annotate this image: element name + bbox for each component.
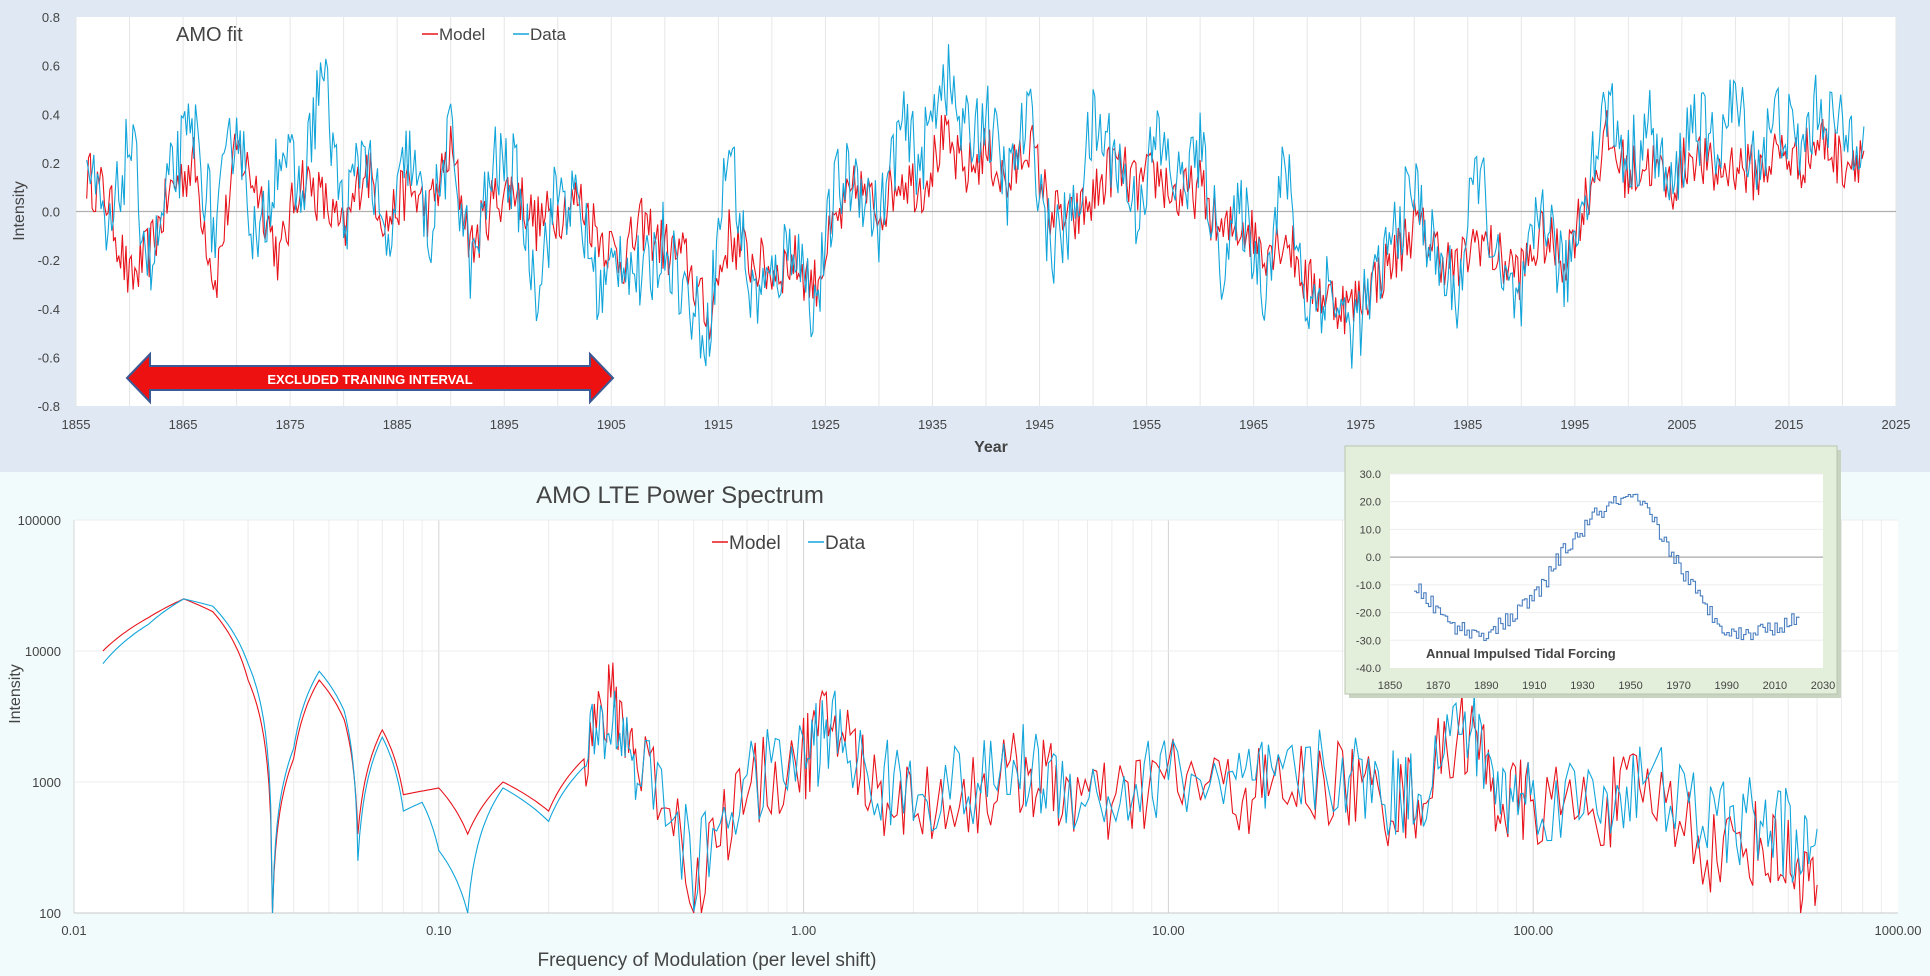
bottom-grid — [73, 519, 1898, 914]
bottom-x-axis-label: Frequency of Modulation (per level shift… — [538, 950, 877, 971]
top-x-tick-label: 1935 — [918, 417, 947, 432]
bottom-x-tick-label: 0.10 — [426, 923, 451, 938]
top-y-tick-label: 0.2 — [42, 156, 60, 171]
top-legend-data: Data — [530, 25, 566, 44]
inset-x-tick-label: 1910 — [1522, 680, 1546, 692]
top-y-tick-label: 0.6 — [42, 59, 60, 74]
top-x-tick-label: 1915 — [704, 417, 733, 432]
bottom-y-axis: 100000 10000 1000 100 — [18, 513, 61, 921]
inset-y-tick-label: -30.0 — [1356, 635, 1381, 647]
top-x-tick-label: 2025 — [1882, 417, 1911, 432]
top-x-tick-label: 1925 — [811, 417, 840, 432]
top-x-tick-label: 1905 — [597, 417, 626, 432]
bottom-series-data — [102, 598, 1818, 914]
bottom-x-tick-label: 1000.00 — [1875, 923, 1922, 938]
inset-grid — [1390, 473, 1823, 641]
bottom-y-tick-label: 1000 — [32, 775, 61, 790]
top-series-lines — [86, 44, 1865, 369]
top-y-axis-label: Intensity — [11, 181, 28, 241]
bottom-y-tick-label: 100000 — [18, 513, 61, 528]
bottom-chart-title: AMO LTE Power Spectrum — [536, 482, 824, 509]
bottom-x-tick-label: 10.00 — [1152, 923, 1185, 938]
top-x-tick-label: 1895 — [490, 417, 519, 432]
bottom-legend-data: Data — [825, 533, 866, 554]
top-y-axis: 0.8 0.6 0.4 0.2 0.0 -0.2 -0.4 -0.6 -0.8 — [38, 10, 60, 414]
top-x-tick-label: 1975 — [1346, 417, 1375, 432]
top-series-data — [86, 44, 1865, 369]
inset-x-tick-label: 1850 — [1378, 680, 1402, 692]
inset-x-axis: 1850 1870 1890 1910 1930 1950 1970 1990 2010 2030 — [1378, 680, 1835, 692]
double-arrow-icon — [125, 351, 615, 405]
inset-y-tick-label: 30.0 — [1360, 469, 1381, 481]
inset-x-tick-label: 2010 — [1763, 680, 1787, 692]
top-x-tick-label: 2015 — [1774, 417, 1803, 432]
bottom-y-tick-label: 100 — [39, 906, 61, 921]
bottom-x-tick-label: 0.01 — [61, 923, 86, 938]
top-y-tick-label: 0.0 — [42, 205, 60, 220]
inset-x-tick-label: 1930 — [1570, 680, 1594, 692]
inset-x-tick-label: 1950 — [1618, 680, 1642, 692]
top-x-tick-label: 1855 — [62, 417, 91, 432]
inset-series-line — [1414, 493, 1800, 642]
top-y-tick-label: -0.8 — [38, 399, 60, 414]
top-y-tick-label: -0.6 — [38, 350, 60, 365]
top-chart-title: AMO fit — [176, 24, 243, 46]
bottom-legend-model: Model — [729, 533, 781, 554]
inset-y-tick-label: 0.0 — [1366, 552, 1381, 564]
inset-chart: 30.0 20.0 10.0 0.0 -10.0 -20.0 -30.0 -40.0 1850… — [1344, 445, 1841, 698]
top-y-tick-label: 0.8 — [42, 10, 60, 25]
top-y-tick-label: -0.2 — [38, 253, 60, 268]
top-x-tick-label: 1875 — [276, 417, 305, 432]
bottom-x-tick-label: 100.00 — [1513, 923, 1553, 938]
top-x-tick-label: 2005 — [1667, 417, 1696, 432]
top-x-tick-label: 1995 — [1560, 417, 1589, 432]
excluded-interval-annotation: EXCLUDED TRAINING INTERVAL — [125, 351, 615, 405]
bottom-x-tick-label: 1.00 — [791, 923, 816, 938]
inset-y-axis: 30.0 20.0 10.0 0.0 -10.0 -20.0 -30.0 -40.0 — [1356, 469, 1381, 675]
bottom-x-axis: 0.01 0.10 1.00 10.00 100.00 1000.00 — [61, 923, 1921, 938]
bottom-y-tick-label: 10000 — [25, 644, 61, 659]
top-legend-model: Model — [439, 25, 485, 44]
top-y-tick-label: 0.4 — [42, 107, 60, 122]
inset-y-tick-label: -40.0 — [1356, 663, 1381, 675]
top-x-tick-label: 1955 — [1132, 417, 1161, 432]
inset-y-tick-label: 10.0 — [1360, 524, 1381, 536]
inset-plot-area — [1390, 474, 1823, 668]
top-x-axis: 1855 1865 1875 1885 1895 1905 1915 1925 1935 1945… — [62, 417, 1911, 432]
top-x-tick-label: 1945 — [1025, 417, 1054, 432]
top-y-tick-label: -0.4 — [38, 302, 60, 317]
inset-y-tick-label: -20.0 — [1356, 608, 1381, 620]
top-x-tick-label: 1965 — [1239, 417, 1268, 432]
inset-x-tick-label: 1890 — [1474, 680, 1498, 692]
inset-x-tick-label: 1870 — [1426, 680, 1450, 692]
top-x-tick-label: 1865 — [169, 417, 198, 432]
excluded-interval-label: EXCLUDED TRAINING INTERVAL — [267, 372, 472, 387]
top-x-tick-label: 1985 — [1453, 417, 1482, 432]
inset-y-tick-label: 20.0 — [1360, 497, 1381, 509]
top-series-model — [86, 110, 1865, 340]
top-legend: Model Data — [422, 25, 566, 44]
bottom-y-axis-label: Intensity — [7, 664, 24, 724]
inset-title: Annual Impulsed Tidal Forcing — [1426, 646, 1616, 661]
inset-forcing-line — [1414, 493, 1800, 642]
top-x-tick-label: 1885 — [383, 417, 412, 432]
bottom-legend: Model Data — [712, 533, 866, 554]
bottom-series-lines — [102, 598, 1818, 914]
inset-x-tick-label: 1970 — [1666, 680, 1690, 692]
bottom-series-model — [102, 598, 1818, 914]
inset-x-tick-label: 1990 — [1715, 680, 1739, 692]
top-x-axis-label: Year — [974, 439, 1008, 456]
inset-y-tick-label: -10.0 — [1356, 580, 1381, 592]
inset-x-tick-label: 2030 — [1811, 680, 1835, 692]
